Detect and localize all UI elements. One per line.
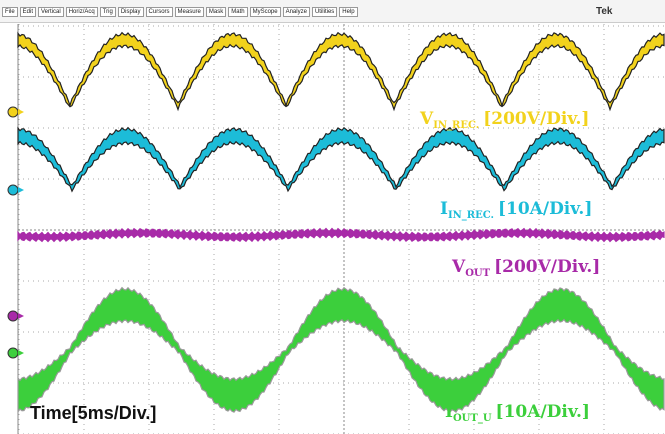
trace-name: I bbox=[445, 402, 453, 422]
trace-scale: [10A/Div.] bbox=[498, 199, 592, 219]
trace-name: V bbox=[419, 109, 434, 129]
waveform bbox=[18, 128, 664, 192]
time-label: Time[5ms/Div.] bbox=[30, 403, 156, 423]
trace-label: VIN_REC. [200V/Div.] bbox=[419, 109, 589, 131]
scope-screen: VIN_REC.[200V/Div.]IIN_REC.[10A/Div.]VOU… bbox=[0, 0, 665, 434]
channel-marker-arrow bbox=[18, 350, 24, 356]
trace-name: V bbox=[451, 257, 466, 277]
trace-subscript: OUT_U bbox=[453, 413, 492, 424]
channel-marker bbox=[8, 311, 18, 321]
channel-marker-arrow bbox=[18, 187, 24, 193]
channel-marker-arrow bbox=[18, 313, 24, 319]
channel-marker bbox=[8, 348, 18, 358]
trace-scale: [10A/Div.] bbox=[496, 402, 590, 422]
trace-subscript: OUT bbox=[465, 268, 490, 279]
waveform bbox=[18, 288, 664, 413]
channel-marker bbox=[8, 107, 18, 117]
trace-label: VOUT [200V/Div.] bbox=[451, 257, 600, 279]
trace-subscript: IN_REC. bbox=[448, 210, 494, 221]
trace-name: I bbox=[440, 199, 448, 219]
channel-marker bbox=[8, 185, 18, 195]
channel-marker-arrow bbox=[18, 109, 24, 115]
trace-subscript: IN_REC. bbox=[433, 120, 479, 131]
trace-scale: [200V/Div.] bbox=[494, 257, 600, 277]
page: FileEditVerticalHoriz/AcqTrigDisplayCurs… bbox=[0, 0, 665, 434]
trace-scale: [200V/Div.] bbox=[483, 109, 589, 129]
waveform bbox=[18, 33, 664, 110]
trace-label: IIN_REC. [10A/Div.] bbox=[440, 199, 592, 221]
